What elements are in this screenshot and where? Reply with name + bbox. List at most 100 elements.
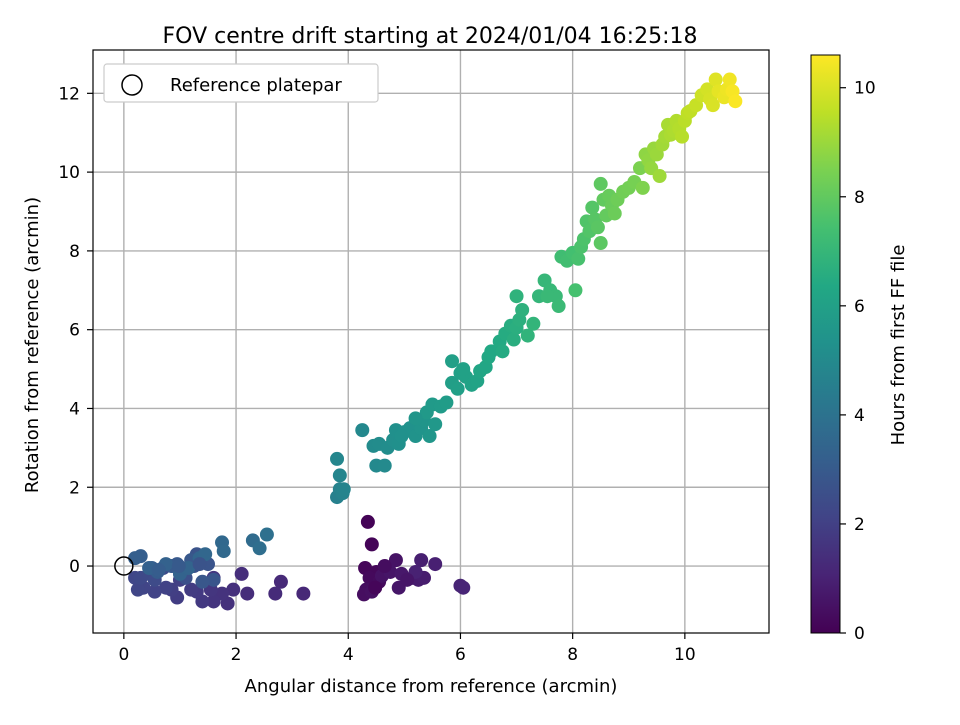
data-point (450, 381, 465, 396)
data-point (240, 586, 255, 601)
colorbar-tick-label: 0 (854, 624, 865, 644)
data-point (273, 574, 288, 589)
data-point (408, 411, 423, 426)
colorbar-tick-label: 10 (854, 79, 876, 99)
data-point (590, 220, 605, 235)
colorbar-tick-label: 2 (854, 515, 865, 535)
x-tick-label: 2 (231, 645, 242, 665)
legend-label: Reference platepar (170, 75, 342, 96)
data-points (128, 72, 743, 611)
data-point (593, 236, 608, 251)
data-point (526, 316, 541, 331)
data-point (158, 580, 173, 595)
x-axis-ticks: 0 2 4 6 8 10 (118, 633, 696, 665)
data-point (360, 514, 375, 529)
data-point (400, 572, 415, 587)
data-point (484, 344, 499, 359)
data-point (414, 553, 429, 568)
data-point (377, 559, 392, 574)
colorbar-tick-label: 6 (854, 297, 865, 317)
grid (93, 50, 769, 633)
data-point (364, 537, 379, 552)
data-point (195, 574, 210, 589)
data-point (593, 176, 608, 191)
data-point (520, 328, 535, 343)
data-point (151, 562, 166, 577)
x-tick-label: 6 (455, 645, 466, 665)
data-point (171, 559, 186, 574)
data-point (252, 541, 267, 556)
y-tick-label: 6 (69, 321, 80, 341)
legend: Reference platepar (103, 63, 379, 103)
data-point (330, 451, 345, 466)
data-point (515, 302, 530, 317)
colorbar (810, 54, 841, 634)
data-point (388, 553, 403, 568)
data-point (216, 544, 231, 559)
data-point (377, 458, 392, 473)
data-point (268, 586, 283, 601)
y-tick-label: 0 (69, 557, 80, 577)
x-axis-label: Angular distance from reference (arcmin) (245, 676, 618, 697)
y-tick-label: 8 (69, 242, 80, 262)
data-point (568, 283, 583, 298)
data-point (355, 423, 370, 438)
data-point (130, 582, 145, 597)
reference-marker (114, 556, 134, 576)
data-point (585, 200, 600, 215)
x-tick-label: 8 (567, 645, 578, 665)
chart-title: FOV centre drift starting at 2024/01/04 … (163, 24, 698, 49)
data-point (234, 566, 249, 581)
data-point (192, 557, 207, 572)
data-point (368, 580, 383, 595)
data-point (206, 572, 221, 587)
data-point (336, 482, 351, 497)
data-point (206, 594, 221, 609)
data-point (495, 344, 510, 359)
data-point (635, 180, 650, 195)
legend-marker (121, 74, 143, 96)
data-point (607, 206, 622, 221)
data-point (456, 580, 471, 595)
x-tick-label: 4 (343, 645, 354, 665)
data-point (332, 468, 347, 483)
data-point (128, 551, 143, 566)
data-point (422, 429, 437, 444)
data-point (296, 586, 311, 601)
y-tick-label: 10 (58, 163, 80, 183)
data-point (540, 289, 555, 304)
data-point (147, 584, 162, 599)
data-point (456, 362, 471, 377)
data-point (708, 72, 723, 87)
y-axis-label: Rotation from reference (arcmin) (22, 197, 43, 493)
data-point (571, 251, 586, 266)
y-axis-ticks: 0 2 4 6 8 10 12 (58, 84, 93, 577)
data-point (184, 582, 199, 597)
data-point (728, 94, 743, 109)
legend-box (103, 63, 379, 103)
data-point (675, 129, 690, 144)
colorbar-tick-label: 8 (854, 188, 865, 208)
x-tick-label: 0 (118, 645, 129, 665)
data-point (652, 169, 667, 184)
x-tick-label: 10 (674, 645, 696, 665)
data-point (705, 98, 720, 113)
data-point (445, 354, 460, 369)
y-tick-label: 12 (58, 84, 80, 104)
data-point (722, 72, 737, 87)
data-point (439, 395, 454, 410)
data-point (551, 299, 566, 314)
plot-area-frame (92, 49, 770, 634)
colorbar-label: Hours from first FF file (888, 245, 909, 446)
data-point (226, 582, 241, 597)
data-point (428, 417, 443, 432)
data-point (259, 527, 274, 542)
data-point (509, 289, 524, 304)
y-tick-label: 2 (69, 478, 80, 498)
colorbar-tick-label: 4 (854, 406, 865, 426)
y-tick-label: 4 (69, 399, 80, 419)
colorbar-ticks: 0 2 4 6 8 10 (840, 79, 876, 644)
data-point (394, 429, 409, 444)
